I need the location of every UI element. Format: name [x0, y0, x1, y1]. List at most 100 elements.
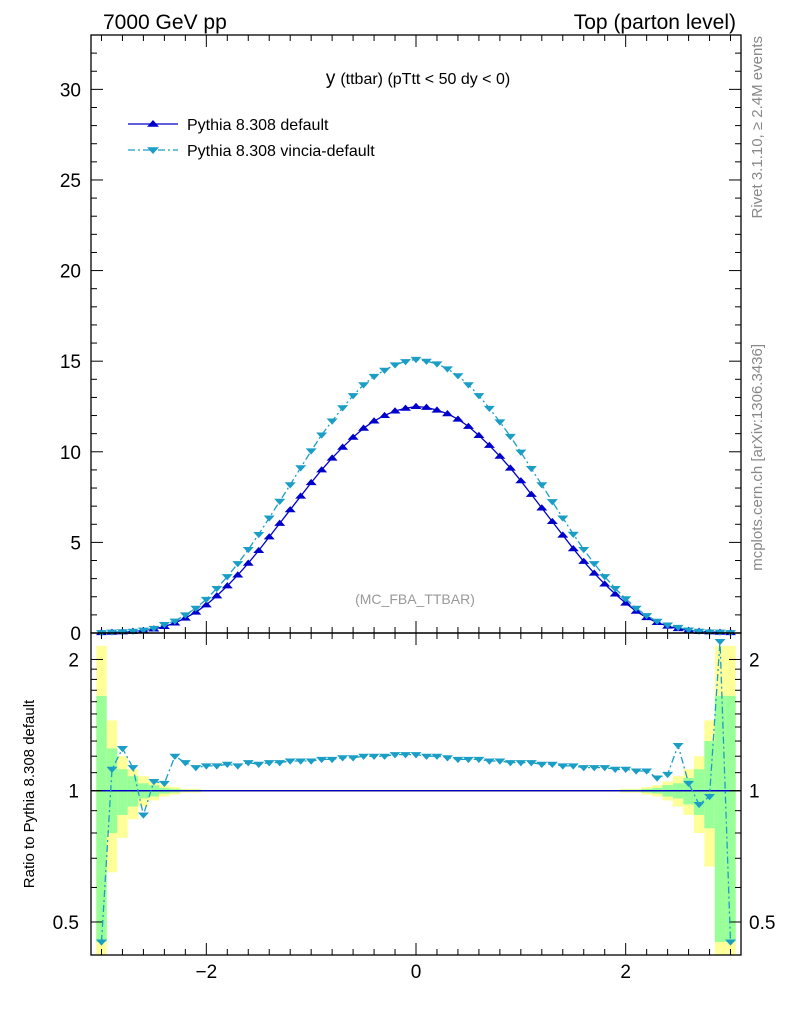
data-point	[305, 448, 317, 455]
ratio-point	[389, 752, 401, 759]
data-point	[567, 531, 579, 538]
y-tick-label: 5	[70, 533, 81, 554]
data-point	[462, 382, 474, 389]
ratio-series	[95, 638, 737, 946]
ratio-point	[368, 753, 380, 760]
ratio-ylabel: Ratio to Pythia 8.308 default	[21, 699, 38, 888]
data-point	[557, 515, 569, 522]
data-point	[284, 506, 296, 513]
data-point	[368, 373, 380, 381]
ratio-point	[588, 765, 600, 772]
data-point	[379, 367, 391, 374]
ratio-tick-label-right: 1	[749, 782, 760, 803]
legend-label-vincia: Pythia 8.308 vincia-default	[187, 143, 375, 160]
data-point	[588, 569, 600, 576]
data-point	[190, 605, 202, 612]
ratio-panel: 0.5 0.5 1 1 2 2 −2 0 2	[53, 632, 775, 983]
ratio-point	[536, 761, 548, 768]
mc-error-band-green	[693, 769, 705, 815]
ratio-point	[263, 760, 275, 767]
data-point	[148, 625, 160, 633]
data-point	[316, 466, 328, 473]
data-point	[337, 443, 349, 450]
ratio-point	[651, 775, 663, 782]
data-point	[242, 559, 254, 566]
ratio-tick-label-left: 0.5	[53, 913, 79, 934]
data-point	[588, 561, 600, 568]
ratio-point	[473, 756, 485, 764]
ratio-point	[253, 761, 265, 768]
data-point	[515, 477, 527, 484]
x-tick-label: 0	[411, 962, 422, 983]
ratio-tick-label-left: 2	[68, 650, 79, 671]
main-panel: 0 5 10 15 20 25 30	[60, 34, 742, 645]
ratio-point	[347, 755, 359, 762]
data-point	[525, 465, 537, 473]
y-tick-label: 0	[70, 624, 81, 645]
data-point	[316, 432, 328, 439]
data-point	[693, 628, 705, 635]
mcplots-label: mcplots.cern.ch [arXiv:1306.3436]	[749, 344, 766, 571]
data-point	[620, 596, 632, 603]
data-point	[274, 498, 286, 505]
data-point	[504, 433, 516, 441]
ratio-point	[662, 771, 674, 779]
data-point	[221, 574, 233, 581]
ratio-point	[441, 755, 453, 762]
x-tick-label: −2	[195, 962, 217, 983]
data-point	[609, 585, 621, 593]
data-point	[368, 417, 380, 424]
y-tick-label: 30	[60, 80, 81, 101]
ratio-point	[609, 766, 621, 773]
x-tick-labels: −2 0 2	[195, 962, 630, 983]
ratio-point	[116, 745, 128, 753]
data-point	[232, 561, 244, 568]
ratio-point	[494, 758, 506, 765]
y-tick-label: 15	[60, 352, 81, 373]
data-point	[672, 624, 684, 632]
ratio-tick-label-right: 2	[749, 650, 760, 671]
ratio-point	[546, 761, 558, 768]
ratio-point	[599, 765, 611, 772]
ratio-point	[242, 760, 254, 767]
ratio-point	[557, 763, 569, 770]
ratio-point	[462, 756, 474, 764]
data-point	[420, 358, 432, 365]
data-point	[263, 533, 275, 540]
ratio-point	[232, 763, 244, 770]
data-point	[200, 601, 212, 608]
data-point	[630, 605, 642, 612]
data-point	[525, 490, 537, 497]
data-point	[536, 504, 548, 511]
ratio-point	[452, 756, 464, 764]
ratio-point	[641, 768, 653, 775]
ratio-point	[158, 780, 170, 788]
data-point	[379, 411, 391, 419]
ratio-point	[693, 801, 705, 809]
ratio-point	[672, 742, 684, 750]
ratio-point	[95, 939, 107, 946]
data-point	[389, 362, 401, 369]
ratio-tick-label-right: 0.5	[749, 913, 775, 934]
ratio-point	[358, 753, 370, 760]
data-point	[221, 582, 233, 589]
data-point	[452, 373, 464, 380]
data-point	[420, 403, 432, 410]
data-point	[578, 557, 590, 564]
data-point	[546, 517, 558, 525]
data-point	[295, 492, 307, 499]
y-tick-label: 10	[60, 443, 81, 464]
ratio-tick-label-left: 1	[68, 782, 79, 803]
ratio-point	[431, 753, 443, 760]
ratio-point	[630, 768, 642, 775]
data-point	[483, 441, 495, 448]
data-point	[232, 571, 244, 578]
x-tick-label: 2	[620, 962, 631, 983]
ratio-point	[704, 794, 716, 801]
data-point	[326, 454, 338, 461]
data-point	[347, 433, 359, 440]
data-point	[410, 402, 422, 409]
data-point	[127, 628, 139, 635]
ratio-point	[200, 763, 212, 770]
plot-title-rest: (ttbar) (pTtt < 50 dy < 0)	[340, 71, 510, 88]
